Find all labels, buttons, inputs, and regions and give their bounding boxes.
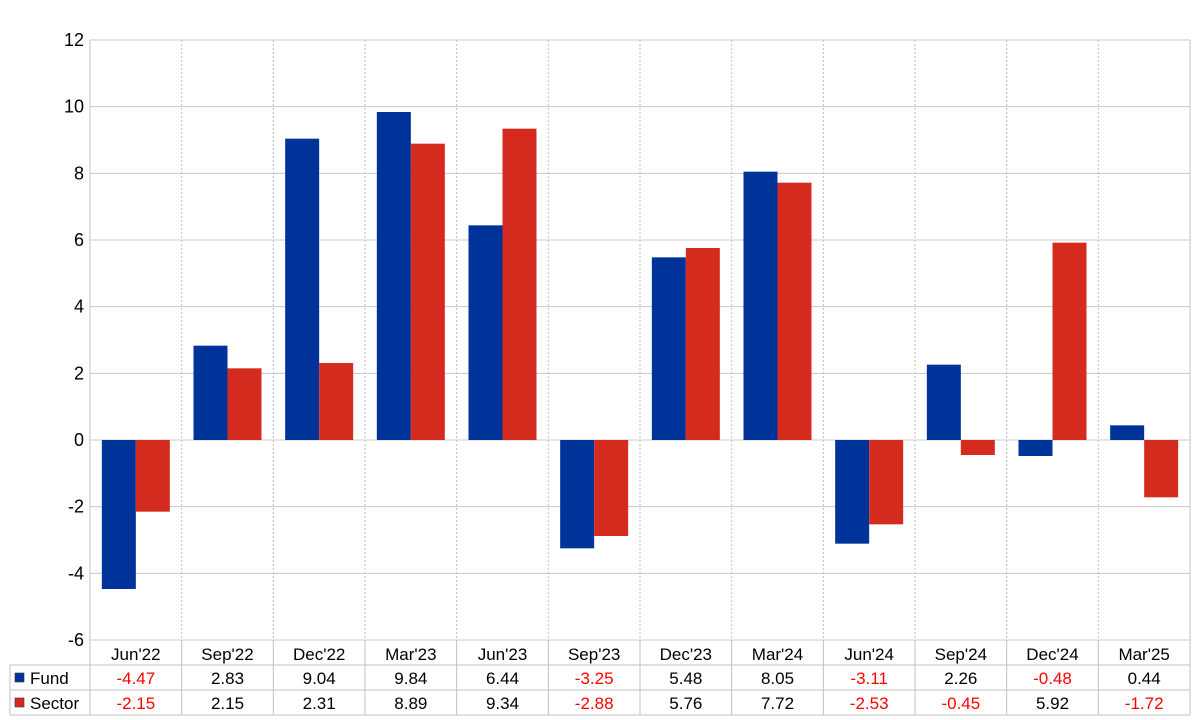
x-tick-label: Sep'24 (935, 645, 987, 664)
bar-sector (869, 440, 904, 525)
bar-sector (777, 182, 812, 440)
bar-fund (835, 440, 870, 544)
bar-sector (319, 363, 354, 440)
table-cell-sector: -0.45 (941, 694, 980, 713)
bar-sector (227, 368, 262, 440)
bar-sector (960, 440, 995, 455)
table-cell-sector: -2.53 (850, 694, 889, 713)
y-tick-label: 6 (74, 230, 84, 250)
table-cell-sector: 5.92 (1036, 694, 1069, 713)
table-cell-sector: 7.72 (761, 694, 794, 713)
x-tick-label: Jun'24 (844, 645, 894, 664)
y-tick-label: 10 (64, 97, 84, 117)
table-cell-sector: -2.15 (116, 694, 155, 713)
table-cell-fund: -4.47 (116, 669, 155, 688)
bar-sector (135, 440, 170, 512)
x-tick-label: Mar'23 (385, 645, 436, 664)
bar-fund (560, 440, 595, 549)
x-tick-label: Sep'22 (201, 645, 253, 664)
table-cell-fund: 0.44 (1128, 669, 1161, 688)
table-cell-sector: 2.31 (303, 694, 336, 713)
table-cell-fund: 2.83 (211, 669, 244, 688)
bar-fund (651, 257, 686, 440)
x-tick-label: Mar'25 (1118, 645, 1169, 664)
x-tick-label: Dec'22 (293, 645, 345, 664)
legend-label-sector: Sector (30, 694, 79, 713)
y-tick-label: 8 (74, 163, 84, 183)
bar-fund (468, 225, 503, 440)
y-tick-label: 4 (74, 297, 84, 317)
bar-fund (101, 440, 136, 589)
table-cell-fund: -0.48 (1033, 669, 1072, 688)
x-tick-label: Jun'22 (111, 645, 161, 664)
table-cell-fund: 6.44 (486, 669, 519, 688)
y-tick-label: -2 (68, 497, 84, 517)
bar-sector (685, 248, 720, 440)
table-cell-sector: 2.15 (211, 694, 244, 713)
bar-sector (594, 440, 629, 536)
bar-fund (743, 171, 778, 440)
table-cell-fund: -3.11 (850, 669, 888, 688)
table-cell-fund: 5.48 (669, 669, 702, 688)
bar-fund (193, 345, 228, 440)
table-cell-sector: -2.88 (575, 694, 614, 713)
table-cell-fund: 2.26 (944, 669, 977, 688)
table-cell-fund: -3.25 (575, 669, 614, 688)
legend-label-fund: Fund (30, 669, 69, 688)
bar-sector (502, 128, 537, 440)
x-tick-label: Dec'23 (660, 645, 712, 664)
data-table: Jun'22 Sep'22 Dec'22 Mar'23 Jun'23 Sep'23 Dec'… (9, 640, 1191, 716)
y-tick-label: -6 (68, 630, 84, 650)
bar-fund (376, 112, 411, 440)
table-cell-sector: 5.76 (669, 694, 702, 713)
y-axis: -6 -4 -2 0 2 4 6 8 10 12 (64, 30, 84, 650)
legend-swatch-fund (14, 672, 25, 683)
bar-fund (1110, 425, 1145, 440)
bar-fund (1018, 440, 1053, 456)
legend-swatch-sector (14, 697, 25, 708)
y-tick-label: 12 (64, 30, 84, 50)
table-cell-sector: -1.72 (1125, 694, 1164, 713)
y-tick-label: 0 (74, 430, 84, 450)
bars (101, 112, 1179, 589)
bar-sector (410, 143, 445, 440)
table-cell-sector: 8.89 (394, 694, 427, 713)
x-tick-label: Sep'23 (568, 645, 620, 664)
y-tick-label: 2 (74, 363, 84, 383)
grid-lines (89, 39, 1191, 641)
table-cell-fund: 9.84 (394, 669, 427, 688)
x-tick-label: Dec'24 (1026, 645, 1078, 664)
table-cell-fund: 9.04 (303, 669, 336, 688)
y-tick-label: -4 (68, 563, 84, 583)
bar-fund (285, 138, 320, 440)
bar-sector (1144, 440, 1179, 498)
table-cell-fund: 8.05 (761, 669, 794, 688)
table-cell-sector: 9.34 (486, 694, 519, 713)
x-tick-label: Mar'24 (752, 645, 803, 664)
bar-sector (1052, 242, 1087, 440)
bar-fund (926, 364, 961, 440)
x-tick-label: Jun'23 (478, 645, 528, 664)
